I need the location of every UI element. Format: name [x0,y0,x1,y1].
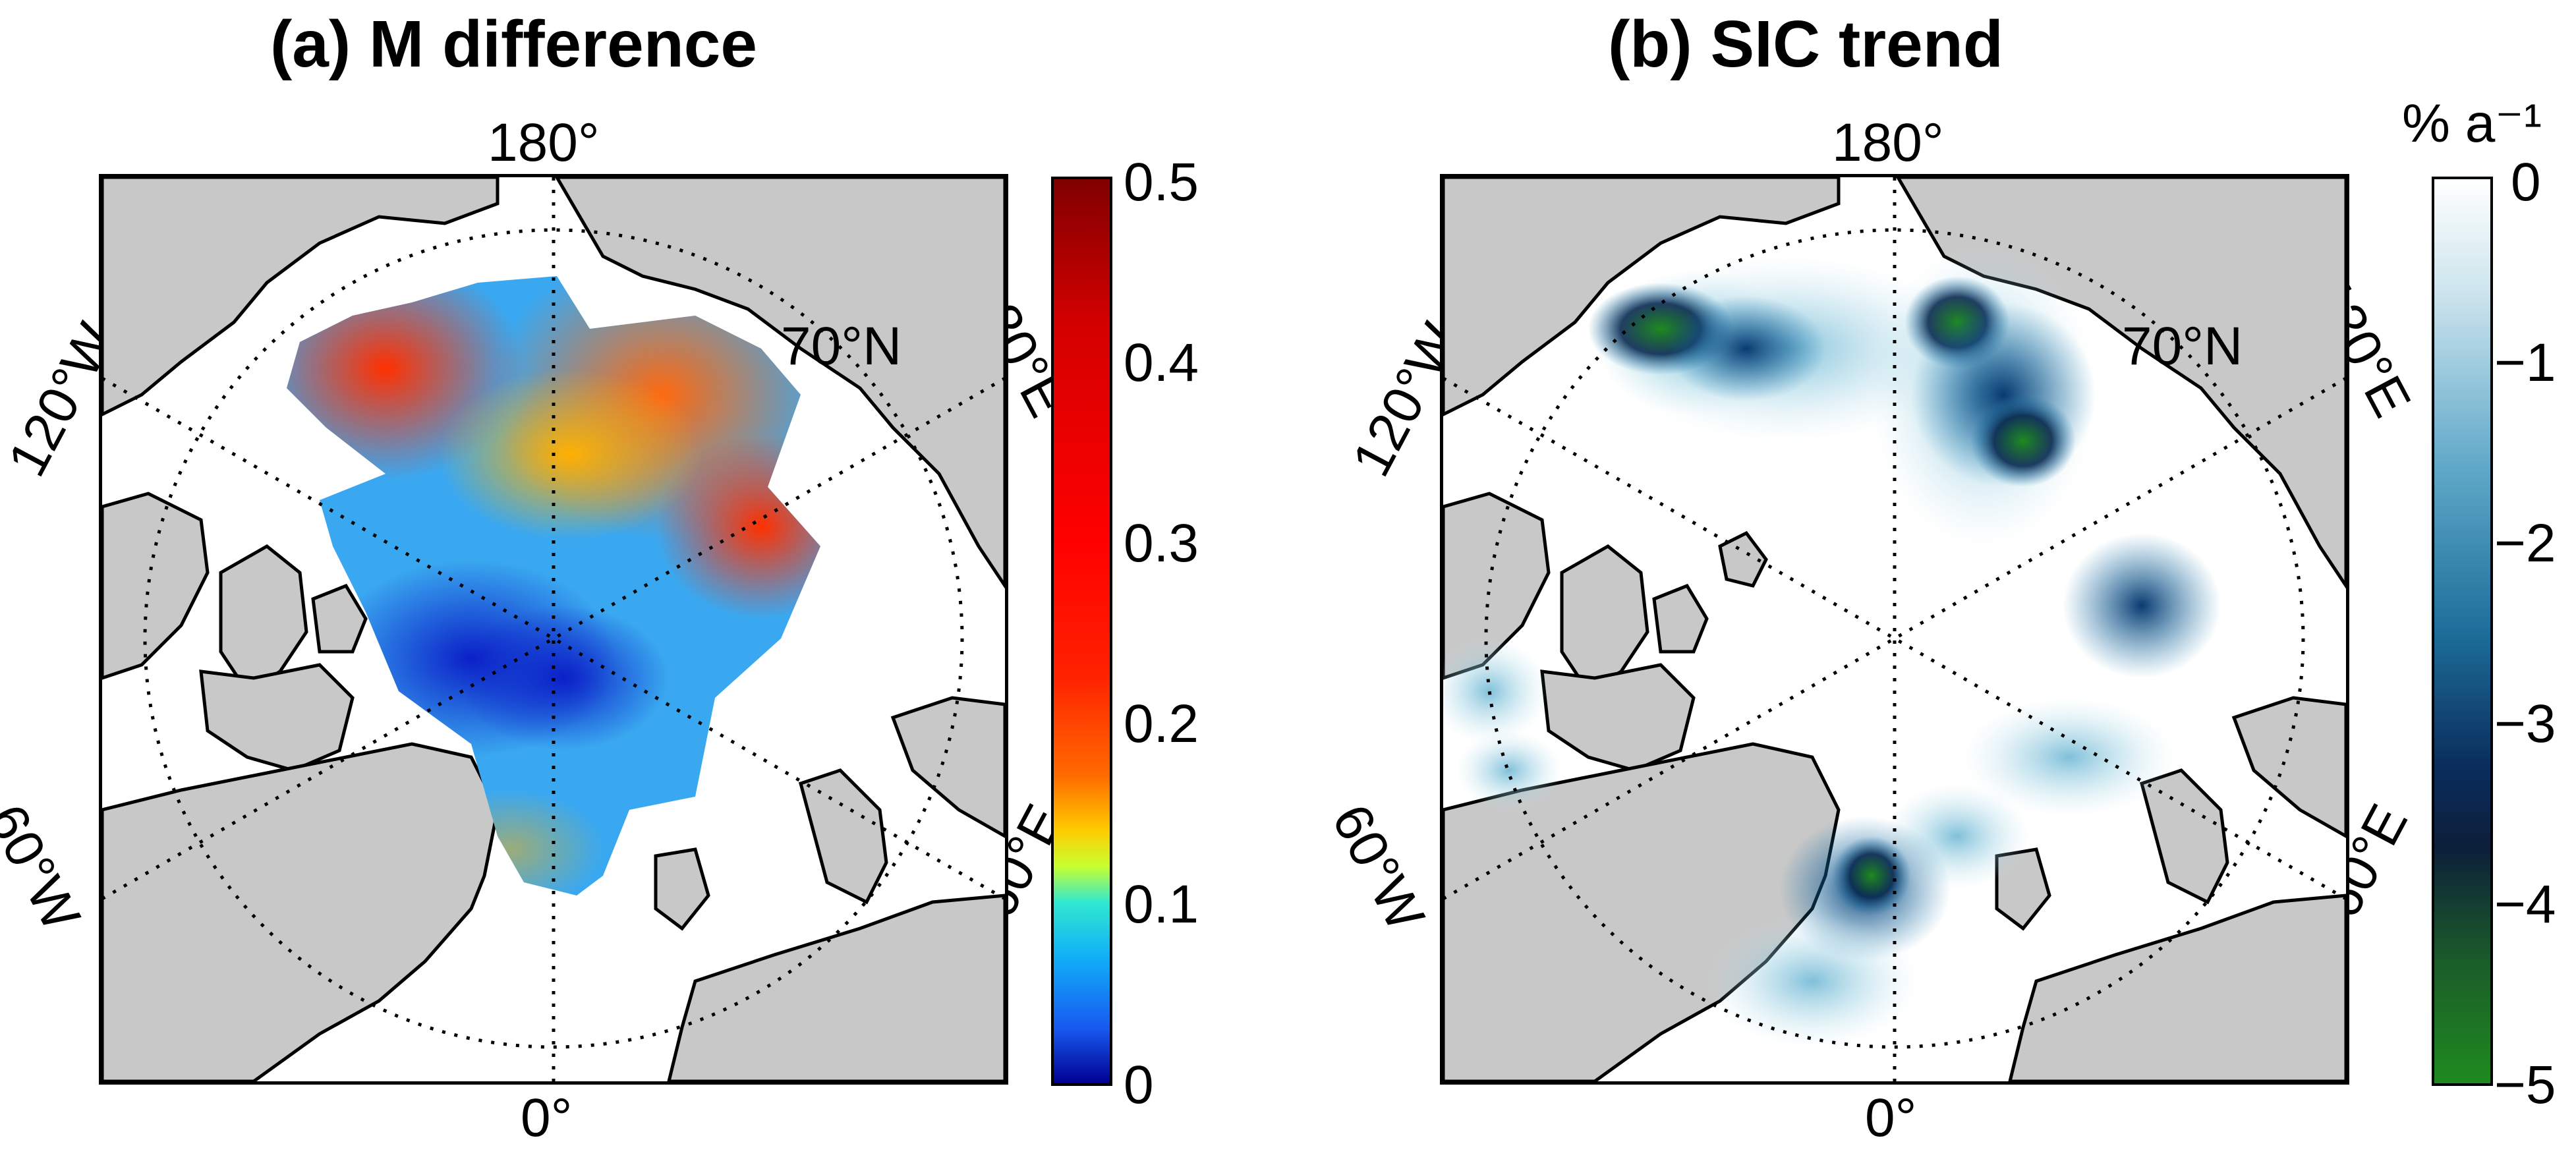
panel-b-tick: −1 [2494,333,2556,393]
panel-b-tick: −2 [2494,513,2556,573]
panel-b-tick: −3 [2494,694,2556,754]
panel-a-title: (a) M difference [270,7,758,81]
panel-b-label-0: 0° [1865,1088,1917,1148]
panel-a-land [102,177,1005,1081]
panel-a-tick: 0.1 [1124,874,1199,934]
panel-a-label-0: 0° [521,1088,573,1148]
panel-b-tick: −5 [2494,1055,2556,1115]
panel-b-label-180: 180° [1832,113,1944,173]
panel-a-tick: 0.2 [1124,694,1199,754]
panel-a-tick: 0.4 [1124,333,1199,393]
panel-b-colorbar-unit: % a⁻¹ [2402,94,2542,154]
panel-a-colorbar [1051,177,1112,1086]
panel-a-label-60w: 60°W [0,795,92,941]
panel-a-map-svg [102,177,1005,1081]
panel-a-label-70n: 70°N [781,316,902,376]
panel-b-graticule [1443,177,2346,1081]
panel-a-tick: 0.5 [1124,152,1199,212]
panel-b-tick: 0 [2511,152,2541,212]
panel-a-map: 70°N [99,174,1008,1085]
panel-a-label-180: 180° [488,113,600,173]
panel-b-tick: −4 [2494,874,2556,934]
panel-b-title: (b) SIC trend [1608,7,2003,81]
panel-b-map: 70°N [1440,174,2349,1085]
panel-a-tick: 0 [1124,1055,1154,1115]
panel-b-colorbar [2432,177,2493,1086]
panel-b-label-70n: 70°N [2122,316,2243,376]
panel-b-sic-field [1443,243,2221,1047]
panel-a-graticule [102,177,1005,1081]
panel-b-label-60w: 60°W [1320,795,1436,941]
panel-a-tick: 0.3 [1124,513,1199,573]
panel-b-map-svg [1443,177,2346,1081]
